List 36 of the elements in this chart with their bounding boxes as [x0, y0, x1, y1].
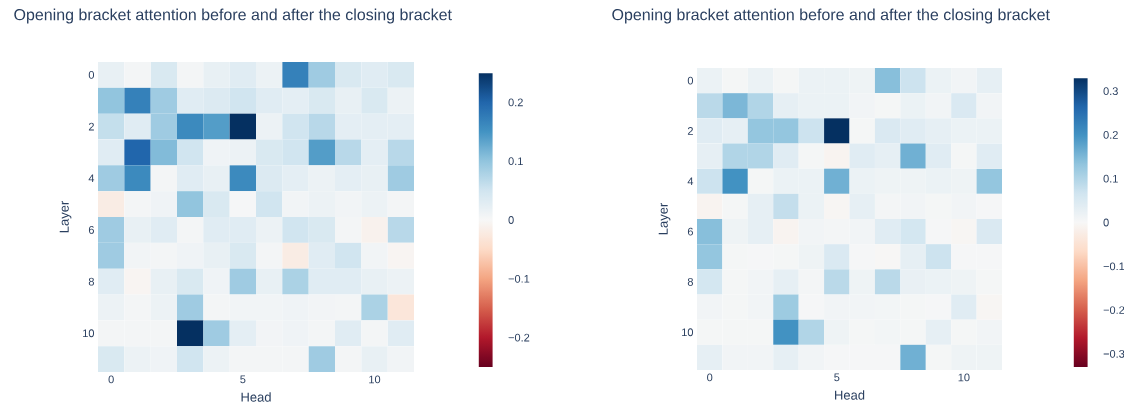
color-bar-label: −0.1: [1103, 262, 1124, 271]
color-bar-label: −0.2: [508, 333, 530, 342]
y-tick-label: 2: [687, 127, 693, 135]
color-bar-label: −0.2: [1103, 306, 1124, 314]
color-bar-label: 0: [508, 216, 514, 224]
y-tick-label: 0: [88, 71, 95, 79]
y-tick-label: 4: [687, 177, 694, 186]
y-tick-label: 10: [682, 328, 694, 337]
color-bar-label: 0: [1103, 218, 1109, 227]
x-tick-label: 10: [369, 375, 381, 384]
color-bar-label: 0.2: [508, 98, 523, 107]
y-axis-title: Layer: [658, 202, 671, 235]
color-bar-label: 0.2: [1103, 131, 1118, 139]
y-tick-label: 8: [687, 278, 693, 286]
x-tick-label: 0: [108, 375, 114, 384]
y-axis-title: Layer: [59, 200, 72, 233]
color-bar-label: −0.3: [1103, 349, 1124, 358]
chart-title: Opening bracket attention before and after the closing bracket: [612, 8, 1050, 24]
x-axis-title: Head: [835, 390, 865, 400]
y-tick-label: 4: [88, 174, 95, 183]
color-bar-label: −0.1: [508, 274, 530, 283]
x-axis-title: Head: [241, 392, 271, 402]
chart-title: Opening bracket attention before and after the closing bracket: [14, 8, 452, 24]
y-tick-label: 10: [83, 329, 95, 338]
y-tick-label: 6: [687, 227, 693, 236]
y-tick-label: 6: [88, 226, 94, 234]
color-bar-label: 0.1: [1103, 174, 1118, 183]
color-bar-label: 0.1: [508, 157, 523, 166]
y-tick-label: 2: [88, 122, 94, 131]
color-bar-label: 0.3: [1103, 87, 1118, 96]
x-tick-label: 5: [240, 375, 246, 384]
y-tick-label: 8: [88, 277, 94, 286]
y-tick-label: 0: [687, 76, 694, 85]
x-tick-label: 5: [834, 373, 840, 382]
x-tick-label: 10: [958, 373, 970, 382]
x-tick-label: 0: [707, 373, 713, 382]
